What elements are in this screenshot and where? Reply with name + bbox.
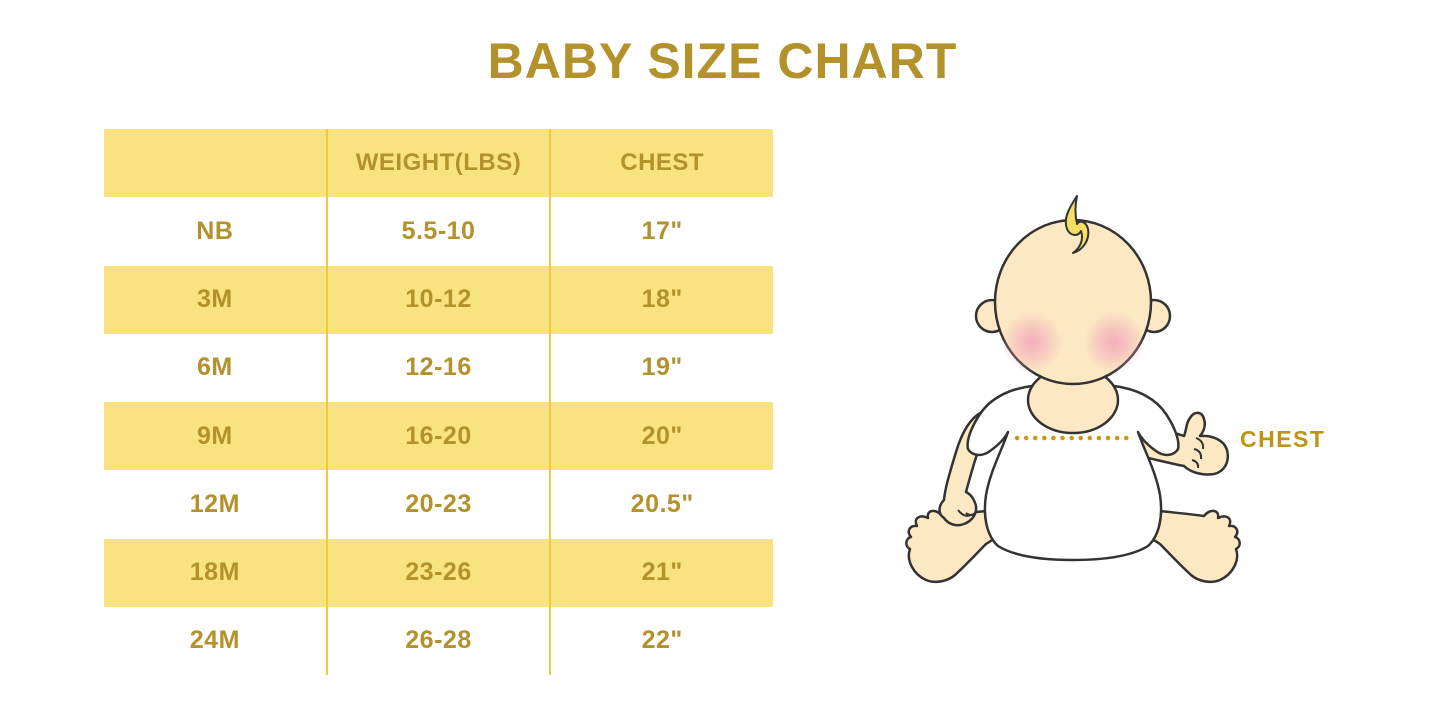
size-cell: 3M	[196, 285, 233, 314]
table-row-12m: 12M 20-23 20.5"	[104, 470, 773, 539]
size-cell: 18M	[189, 558, 240, 587]
baby-blush-right	[1083, 311, 1145, 373]
size-cell: 12M	[189, 489, 240, 518]
size-cell: 6M	[196, 353, 233, 382]
column-header-chest: CHEST	[549, 129, 773, 198]
chest-cell: 17"	[549, 197, 773, 266]
weight-cell: 20-23	[325, 470, 550, 539]
baby-body	[966, 381, 1180, 562]
weight-cell: 10-12	[325, 265, 550, 334]
baby-blush-left	[1001, 311, 1063, 373]
table-header-row: WEIGHT(LBS) CHEST	[104, 129, 773, 198]
chest-cell: 22"	[549, 606, 773, 675]
weight-cell: 26-28	[325, 606, 550, 675]
baby-hair-curl	[1064, 195, 1090, 254]
size-cell: NB	[196, 216, 234, 245]
table-row-3m: 3M 10-12 18"	[104, 265, 773, 334]
size-cell: 24M	[189, 626, 240, 655]
column-header-size	[104, 129, 326, 197]
baby-illustration	[905, 195, 1241, 584]
weight-cell: 12-16	[325, 333, 550, 402]
page-title: BABY SIZE CHART	[487, 33, 958, 89]
weight-cell: 16-20	[325, 402, 550, 471]
weight-cell: 5.5-10	[325, 197, 550, 266]
chest-cell: 20"	[549, 402, 773, 471]
chest-cell: 20.5"	[549, 470, 773, 539]
column-header-weight: WEIGHT(LBS)	[325, 129, 550, 198]
table-row-9m: 9M 16-20 20"	[104, 402, 773, 471]
baby-right-arm	[1139, 411, 1229, 476]
table-row-6m: 6M 12-16 19"	[104, 333, 773, 402]
chest-cell: 19"	[549, 333, 773, 402]
size-cell: 9M	[196, 421, 233, 450]
chest-cell: 21"	[549, 538, 773, 607]
size-chart-table: WEIGHT(LBS) CHEST NB 5.5-10 17" 3M 10-12…	[104, 129, 773, 675]
weight-cell: 23-26	[325, 538, 550, 607]
table-row-24m: 24M 26-28 22"	[104, 606, 773, 675]
table-row-18m: 18M 23-26 21"	[104, 538, 773, 607]
table-row-nb: NB 5.5-10 17"	[104, 197, 773, 266]
chest-cell: 18"	[549, 265, 773, 334]
chest-annotation-label: CHEST	[1240, 426, 1326, 452]
